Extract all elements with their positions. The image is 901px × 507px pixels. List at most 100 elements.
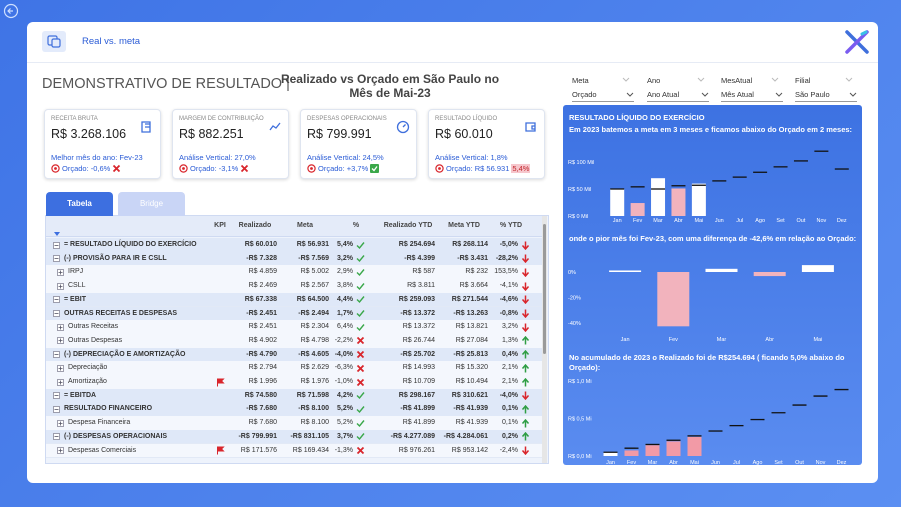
row-label: RESULTADO FINANCEIRO — [64, 405, 153, 413]
cell-value: -R$ 831.105 — [290, 432, 329, 440]
kpi-badge: 5,4% — [511, 164, 531, 173]
target-icon — [307, 164, 316, 173]
icon-glyph — [402, 124, 406, 128]
back-button[interactable] — [3, 3, 19, 19]
cell-value: R$ 5.002 — [300, 268, 329, 276]
cell-value: R$ 587 — [412, 268, 435, 276]
kpi-detail: Melhor mês do ano: Fev-23 — [51, 153, 143, 162]
row-label: Outras Receitas — [68, 323, 119, 331]
detail-row: Outras Receitas R$ 2.451 R$ 2.304 6,4% R$ 13… — [46, 320, 542, 335]
expand-toggle[interactable] — [57, 282, 64, 290]
toggle-glyph — [58, 325, 63, 330]
cell-value: -R$ 25.813 — [453, 350, 488, 358]
filter-dropdown[interactable]: São Paulo — [795, 90, 857, 102]
expand-toggle[interactable] — [57, 323, 64, 331]
cell-value: R$ 953.142 — [451, 446, 488, 454]
expand-toggle[interactable] — [53, 296, 60, 304]
x-tick-label: Mar — [717, 337, 727, 343]
bar — [651, 178, 666, 216]
cell-value: R$ 259.093 — [398, 295, 435, 303]
x-tick-label: Jun — [715, 218, 724, 224]
icon-glyph — [54, 167, 57, 170]
fail-icon — [113, 164, 121, 173]
kpi-comparison: Orçado: R$ 56.931 5,4% — [435, 164, 531, 173]
expand-toggle[interactable] — [57, 268, 64, 276]
expand-toggle[interactable] — [53, 255, 60, 263]
icon-bg — [370, 164, 380, 173]
expand-toggle[interactable] — [53, 405, 60, 413]
filter-dropdown[interactable]: Ano Atual — [647, 90, 709, 102]
label-chevron — [845, 77, 853, 82]
charts: R$ 0 Mil R$ 50 Mil R$ 100 Mil Jan Fev Mar Abr M… — [568, 150, 849, 465]
cell-value: -2,2% — [334, 336, 353, 344]
expand-toggle[interactable] — [57, 378, 64, 386]
cell-value: 3,7% — [337, 432, 353, 440]
cell-value: R$ 2.629 — [300, 364, 329, 372]
detail-row: Despesas Comerciais R$ 171.576 R$ 169.434-… — [46, 443, 542, 459]
icon-glyph — [356, 405, 365, 413]
expand-toggle[interactable] — [53, 241, 60, 249]
icon-glyph — [356, 433, 365, 441]
x-tick-label: Nov — [816, 460, 826, 465]
filter-dropdown[interactable]: Mês Atual — [721, 90, 783, 102]
fail-icon — [356, 350, 365, 359]
tab[interactable]: Tabela — [46, 192, 113, 216]
icon-glyph — [521, 336, 530, 345]
cell-value: R$ 169.434 — [292, 446, 329, 454]
check-icon — [356, 323, 365, 331]
expand-toggle[interactable] — [53, 351, 60, 358]
fail-icon — [356, 337, 365, 345]
expand-toggle[interactable] — [53, 392, 60, 400]
header-bar — [27, 22, 878, 63]
chevron-glyph — [622, 77, 630, 82]
cell-value: 5,4% — [337, 241, 353, 248]
cell-value: -0,8% — [499, 309, 518, 317]
icon-glyph — [521, 323, 530, 332]
icon-glyph — [179, 164, 188, 173]
cell-value: R$ 2.567 — [300, 282, 329, 290]
x-tick-label: Jun — [711, 460, 720, 465]
expand-toggle[interactable] — [57, 337, 64, 345]
fail-icon — [356, 378, 365, 386]
cell-value: R$ 271.544 — [451, 295, 488, 303]
column-header: Realizado YTD — [383, 222, 433, 229]
cell-value: R$ 71.598 — [296, 391, 329, 399]
cell-value: -R$ 8.100 — [298, 405, 329, 413]
x-tick-label: Out — [797, 218, 806, 224]
expand-toggle[interactable] — [57, 447, 64, 454]
icon-glyph — [371, 166, 378, 172]
toggle-glyph — [58, 421, 63, 426]
detail-row: Outras Despesas R$ 4.902 R$ 4.798 -2,2% R$ 2… — [46, 333, 542, 349]
x-tick-label: Out — [795, 460, 804, 465]
icon-glyph — [141, 121, 151, 133]
tab[interactable]: Bridge — [118, 192, 185, 216]
expand-toggle[interactable] — [53, 433, 60, 441]
header-title: Real vs. meta — [82, 36, 141, 47]
cell-value: 5,2% — [337, 419, 353, 427]
icon-glyph — [356, 392, 365, 400]
filter-dropdown[interactable]: Orçado — [572, 90, 634, 102]
scrollbar-thumb[interactable] — [543, 224, 546, 354]
expand-toggle[interactable] — [57, 419, 64, 427]
target-icon — [179, 164, 188, 173]
row-label: = RESULTADO LÍQUIDO DO EXERCÍCIO — [64, 241, 197, 248]
cell-value: R$ 254.694 — [398, 241, 435, 248]
column-header: % YTD — [499, 222, 523, 229]
cell-value: R$ 2.469 — [248, 282, 277, 290]
kpi-comparison-text: Orçado: -3,1% — [190, 164, 239, 173]
label-chevron — [697, 77, 705, 82]
cell-value: R$ 60.010 — [244, 241, 277, 248]
expand-toggle[interactable] — [53, 310, 60, 317]
expand-toggle[interactable] — [57, 364, 64, 372]
cell-value: R$ 8.100 — [300, 419, 329, 427]
row-label: Depreciação — [68, 364, 108, 372]
down-icon — [521, 295, 530, 305]
cell-value: -R$ 2.451 — [246, 309, 277, 317]
icon-glyph — [356, 268, 365, 276]
row-label: OUTRAS RECEITAS E DESPESAS — [64, 309, 178, 317]
row-label: IRPJ — [68, 268, 84, 276]
detail-row: Amortização R$ 1.996 R$ 1.976 -1,0% R$ 10.70… — [46, 375, 542, 390]
group-row: OUTRAS RECEITAS E DESPESAS -R$ 2.451 -R$ 2… — [46, 306, 542, 322]
target-icon — [435, 164, 444, 173]
